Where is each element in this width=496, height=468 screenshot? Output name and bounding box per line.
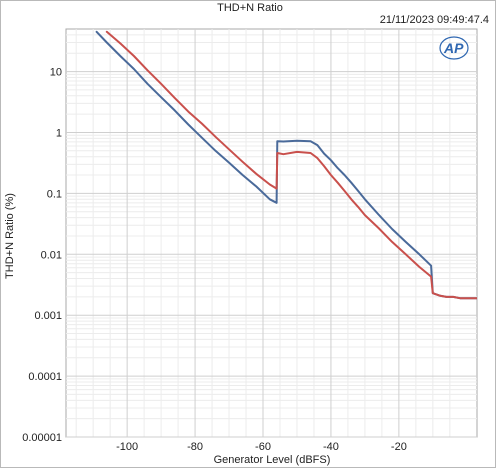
series-layer	[95, 30, 477, 300]
plot-border	[65, 28, 478, 438]
series-line-2	[105, 30, 477, 300]
ap-logo-ring-icon	[439, 36, 469, 60]
y-tick-label: 1	[56, 127, 62, 139]
ap-logo-text: AP	[443, 40, 464, 56]
x-tick-label: -40	[323, 441, 339, 453]
x-axis-label: Generator Level (dBFS)	[214, 454, 331, 466]
x-tick-label: -60	[255, 441, 271, 453]
plot-area	[65, 28, 478, 438]
x-axis-ticks: -100 -80 -60 -40 -20	[116, 441, 407, 453]
grid	[66, 29, 477, 438]
y-tick-label: 0.0001	[28, 371, 62, 383]
y-axis-ticks: 10 1 0.1 0.01 0.001 0.0001 0.00001	[22, 67, 62, 444]
chart-title: THD+N Ratio	[217, 2, 283, 14]
chart-timestamp: 21/11/2023 09:49:47.4	[380, 14, 489, 26]
y-tick-label: 10	[50, 67, 62, 79]
x-tick-label: -100	[116, 441, 138, 453]
x-tick-label: -20	[391, 441, 407, 453]
ap-logo: AP	[439, 36, 469, 60]
y-tick-label: 0.00001	[22, 432, 62, 444]
x-tick-label: -80	[187, 441, 203, 453]
y-axis-label: THD+N Ratio (%)	[4, 193, 16, 279]
y-tick-label: 0.1	[47, 188, 62, 200]
y-tick-label: 0.001	[34, 310, 62, 322]
y-tick-label: 0.01	[41, 249, 62, 261]
